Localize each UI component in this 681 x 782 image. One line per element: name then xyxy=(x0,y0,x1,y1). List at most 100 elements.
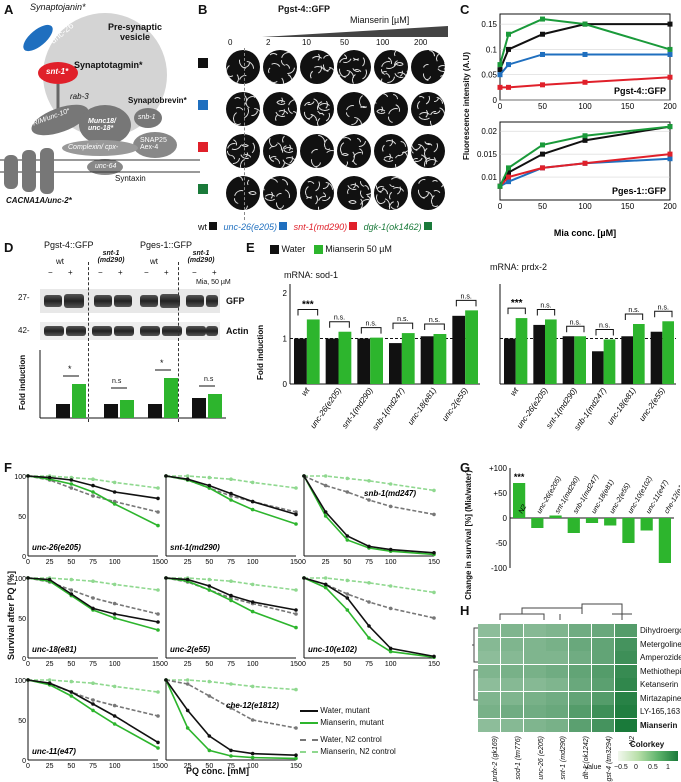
c-point-0-1-0 xyxy=(497,72,503,78)
h-heatmap xyxy=(478,624,638,732)
label-synaptojanin: Synaptojanin* xyxy=(30,2,86,12)
e-sig-1-5: n.s. xyxy=(658,304,669,311)
f-xtick-4-1: 25 xyxy=(184,661,192,668)
f-mut-water-pt-1-0 xyxy=(164,474,168,478)
e-bar-mia-1-1 xyxy=(545,319,557,384)
f-mut-mia-pt-7-4 xyxy=(250,755,255,760)
f-mut-water-pt-2-4 xyxy=(388,547,393,552)
e-sig-0-4: n.s. xyxy=(429,317,440,324)
h-cell-2-0 xyxy=(478,651,500,664)
e-bar-mia-0-3 xyxy=(401,333,415,384)
h-dendrogram xyxy=(472,603,632,701)
c-point-1-0-2 xyxy=(540,151,545,157)
f-title-5: unc-10(e102) xyxy=(308,645,357,654)
g-bar-5 xyxy=(604,518,617,526)
f-n2-mia-pt-2-4 xyxy=(388,482,393,486)
f-xtick-5-1: 25 xyxy=(322,661,330,668)
f-xtick-4-2: 50 xyxy=(205,661,213,668)
e-bracket-1-1 xyxy=(536,308,556,316)
f-mut-mia-pt-1-4 xyxy=(250,507,255,512)
f-n2-mia-5 xyxy=(304,577,435,594)
f-xtick-0-4: 100 xyxy=(109,559,121,566)
h-cell-5-6 xyxy=(614,691,637,705)
f-xtick-3-1: 25 xyxy=(46,661,54,668)
f-n2-mia-pt-7-2 xyxy=(207,679,212,684)
e-ytick-0: 0 xyxy=(283,380,288,389)
e-legend: Water Mianserin 50 µM xyxy=(270,244,392,255)
h-cell-1-2 xyxy=(523,637,546,651)
e-sig-1-0: *** xyxy=(511,298,523,309)
f-n2-water-pt-7-3 xyxy=(229,706,233,710)
c-point-0-2-2 xyxy=(540,82,545,88)
well-r0-c1 xyxy=(263,50,297,84)
c-point-0-3-1 xyxy=(506,31,511,37)
h-cell-0-5 xyxy=(592,624,614,637)
f-n2-water-pt-2-3 xyxy=(367,498,371,502)
h-cell-0-2 xyxy=(523,624,546,637)
panel-label-c: C xyxy=(460,2,470,17)
c-point-0-3-4 xyxy=(667,46,673,52)
f-xtick-2-4: 100 xyxy=(385,559,397,566)
dose-2: 10 xyxy=(302,38,311,47)
label-syntaxin: Syntaxin xyxy=(115,174,146,183)
f-n2-water-pt-0-2 xyxy=(69,486,74,490)
h-cell-5-0 xyxy=(478,691,500,705)
c-point-0-0-4 xyxy=(667,21,673,27)
f-ytick-6-1: 50 xyxy=(18,718,26,725)
f-mut-water-pt-5-2 xyxy=(345,596,350,600)
e-sig-1-4: n.s. xyxy=(628,307,639,314)
c-series-1-2 xyxy=(499,153,671,187)
h-cell-7-3 xyxy=(546,718,569,732)
label-snb1: snb-1 xyxy=(138,114,156,121)
f-mut-mia-pt-5-1 xyxy=(323,585,328,590)
dose-4: 100 xyxy=(376,38,390,47)
e-sig-0-0: *** xyxy=(302,299,314,310)
e-bracket-0-0 xyxy=(297,308,319,316)
f-n2-water-pt-2-2 xyxy=(345,490,350,494)
f-mut-water-pt-7-0 xyxy=(164,678,168,682)
e-bar-water-0-5 xyxy=(452,315,466,384)
f-xtick-5-5: 150 xyxy=(428,661,440,668)
c-point-0-3-2 xyxy=(540,16,545,22)
dose-labels: 0 2 10 50 100 200 xyxy=(226,38,456,50)
e-bar-mia-0-1 xyxy=(338,331,352,384)
e-bracket-0-3 xyxy=(392,322,414,330)
f-xtick-7-2: 50 xyxy=(205,763,213,770)
f-xtick-3-5: 150 xyxy=(152,661,164,668)
f-mut-mia-pt-4-2 xyxy=(207,588,212,592)
d-wt-1: wt xyxy=(56,257,64,266)
e-bar-water-1-1 xyxy=(533,324,545,384)
e-bar-mia-0-0 xyxy=(306,319,320,384)
mianserin-label: Mianserin [µM] xyxy=(350,15,410,25)
f-n2-water-pt-5-2 xyxy=(345,592,350,596)
c-point-1-3-2 xyxy=(540,142,545,148)
h-cell-3-4 xyxy=(569,664,592,678)
f-mut-water-1 xyxy=(165,475,297,516)
row-swatch-unc26 xyxy=(198,100,208,110)
f-xtick-1-2: 50 xyxy=(205,559,213,566)
dose-5: 200 xyxy=(414,38,428,47)
f-n2-mia-pt-5-3 xyxy=(367,581,371,585)
h-cell-6-2 xyxy=(523,705,546,718)
c-point-0-2-4 xyxy=(667,74,673,80)
e-bracket-1-2 xyxy=(566,325,585,333)
f-n2-mia-pt-0-3 xyxy=(91,477,95,481)
well-r3-c3 xyxy=(337,176,371,210)
f-n2-mia-pt-7-5 xyxy=(294,687,298,692)
e-xlabel-0-0: wt xyxy=(300,385,312,397)
h-cell-3-3 xyxy=(546,664,569,678)
f-mut-water-pt-5-4 xyxy=(388,646,393,651)
h-cell-4-5 xyxy=(592,678,614,691)
f-mut-mia-2 xyxy=(303,475,435,556)
d-wt-2: wt xyxy=(150,257,158,266)
c-point-0-1-2 xyxy=(540,51,545,57)
gfp-blot xyxy=(40,289,220,313)
f-xtick-1-0: 0 xyxy=(164,559,168,566)
f-n2-mia-pt-4-5 xyxy=(294,588,298,592)
f-xtick-2-1: 25 xyxy=(322,559,330,566)
f-n2-mia-pt-1-1 xyxy=(185,474,190,478)
d-sig-1: * xyxy=(68,364,72,374)
well-grid xyxy=(214,48,454,220)
f-mut-water-pt-6-1 xyxy=(47,681,52,685)
f-xtick-0-2: 50 xyxy=(67,559,75,566)
